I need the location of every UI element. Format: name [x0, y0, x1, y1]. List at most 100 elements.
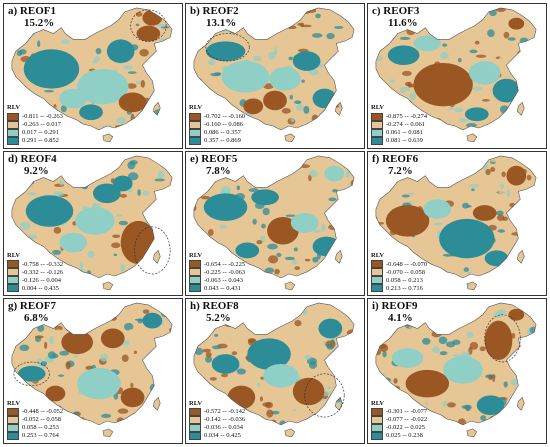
- legend-range-label: -0.654 -- -0.225: [204, 260, 246, 268]
- legend-entry: -0.036 -- 0.034: [189, 424, 245, 432]
- legend-title: RLV: [189, 104, 203, 112]
- legend-range-label: 0.058 -- 0.253: [22, 424, 59, 432]
- legend-range-label: -0.070 -- 0.058: [386, 268, 425, 276]
- legend-entry: 0.291 -- 0.852: [7, 136, 63, 145]
- legend-entry: -0.263 -- 0.017: [7, 120, 63, 129]
- legend-range-label: 0.291 -- 0.852: [22, 136, 59, 144]
- map-panel-reof4: d) REOF4 9.2% RLV -0.758 -- -0.332 -0.332 --…: [3, 150, 183, 297]
- legend-range-label: -0.160 -- 0.086: [204, 120, 243, 128]
- legend-swatch: [189, 276, 201, 285]
- legend-entry: -0.126 -- 0.004: [7, 276, 63, 285]
- legend-entry: -0.301 -- -0.077: [371, 408, 427, 416]
- map-panel-reof7: g) REOF7 6.8% RLV -0.448 -- -0.052 -0.052 --…: [3, 298, 183, 444]
- legend-range-label: -0.875 -- -0.274: [386, 112, 428, 120]
- legend-entry: -0.811 -- -0.263: [7, 112, 63, 121]
- panel-title: f) REOF6: [372, 152, 419, 165]
- panel-title: g) REOF7: [8, 300, 56, 313]
- variance-percent: 7.8%: [206, 164, 231, 177]
- variance-percent: 15.2%: [24, 17, 55, 29]
- legend-entry: -0.022 -- 0.025: [371, 424, 427, 432]
- legend-entry: 0.213 -- 0.716: [371, 284, 427, 293]
- legend-swatch: [189, 416, 201, 424]
- legend-entry: -0.063 -- 0.043: [189, 276, 245, 285]
- legend-swatch: [7, 432, 19, 440]
- variance-percent: 11.6%: [388, 17, 418, 29]
- legend-entry: 0.081 -- 0.639: [371, 136, 427, 145]
- legend-range-label: 0.213 -- 0.716: [386, 284, 423, 292]
- panel-title: e) REOF5: [190, 152, 238, 165]
- china-map: [11, 302, 173, 438]
- legend-range-label: -0.758 -- -0.332: [22, 260, 64, 268]
- legend-range-label: -0.572 -- -0.142: [204, 408, 246, 416]
- legend-swatch: [7, 416, 19, 424]
- china-map: [11, 155, 173, 290]
- legend: RLV -0.702 -- -0.160 -0.160 -- 0.086 0.086 …: [189, 104, 246, 145]
- legend-swatch: [371, 268, 383, 277]
- legend-range-label: -0.142 -- -0.036: [204, 416, 246, 424]
- map-panel-reof1: a) REOF1 15.2% RLV -0.811 -- -0.263 -0.263 -…: [3, 3, 183, 149]
- legend-entry: -0.875 -- -0.274: [371, 112, 428, 121]
- highlight-ellipse: [304, 373, 345, 418]
- legend-swatch: [371, 424, 383, 432]
- legend-range-label: -0.702 -- -0.160: [204, 112, 246, 120]
- legend-entry: -0.142 -- -0.036: [189, 416, 245, 424]
- legend: RLV -0.648 -- -0.070 -0.070 -- 0.058 0.058 …: [371, 252, 428, 293]
- legend-swatch: [189, 284, 201, 293]
- legend-title: RLV: [7, 399, 21, 407]
- legend-swatch: [7, 284, 19, 293]
- legend-entry: -0.274 -- 0.061: [371, 120, 427, 129]
- legend-swatch: [7, 120, 19, 129]
- variance-percent: 9.2%: [24, 164, 49, 177]
- legend-entry: 0.025 -- 0.238: [371, 432, 427, 440]
- legend-swatch: [189, 268, 201, 277]
- legend-title: RLV: [371, 399, 385, 407]
- legend-swatch: [189, 120, 201, 129]
- legend-swatch: [7, 128, 19, 137]
- panel-title: c) REOF3: [372, 5, 420, 17]
- variance-percent: 6.8%: [24, 312, 49, 325]
- legend: RLV -0.758 -- -0.332 -0.332 -- -0.126 -0.12…: [7, 252, 64, 293]
- china-map: [193, 302, 355, 438]
- highlight-ellipse: [130, 9, 167, 42]
- legend: RLV -0.448 -- -0.052 -0.052 -- 0.058 0.058 …: [7, 400, 63, 440]
- panel-title: h) REOF8: [190, 300, 239, 313]
- legend-swatch: [371, 128, 383, 137]
- legend-entry: 0.058 -- 0.213: [371, 276, 427, 285]
- legend-entry: 0.086 -- 0.357: [189, 128, 245, 137]
- legend-swatch: [371, 408, 383, 416]
- variance-percent: 7.2%: [388, 164, 413, 177]
- legend-entry: 0.061 -- 0.081: [371, 128, 427, 137]
- legend-range-label: -0.448 -- -0.052: [22, 408, 64, 416]
- highlight-ellipse: [134, 226, 171, 275]
- legend: RLV -0.811 -- -0.263 -0.263 -- 0.017 0.017 …: [7, 104, 63, 145]
- legend-entry: 0.253 -- 0.764: [7, 432, 63, 440]
- legend-entry: -0.225 -- -0.063: [189, 268, 245, 277]
- legend-swatch: [7, 260, 19, 269]
- china-map: [375, 302, 537, 438]
- china-map: [375, 7, 537, 143]
- legend-swatch: [189, 424, 201, 432]
- legend-title: RLV: [371, 104, 385, 112]
- legend-range-label: -0.301 -- -0.077: [386, 408, 428, 416]
- legend: RLV -0.572 -- -0.142 -0.142 -- -0.036 -0.03…: [189, 400, 245, 440]
- legend-swatch: [189, 408, 201, 416]
- legend-range-label: -0.126 -- 0.004: [22, 276, 61, 284]
- legend-range-label: -0.648 -- -0.070: [386, 260, 428, 268]
- panel-title: b) REOF2: [190, 5, 239, 17]
- legend-entry: 0.357 -- 0.869: [189, 136, 245, 145]
- legend-range-label: 0.081 -- 0.639: [386, 136, 423, 144]
- legend-range-label: 0.058 -- 0.213: [386, 276, 423, 284]
- legend-swatch: [189, 128, 201, 137]
- legend-title: RLV: [189, 251, 203, 259]
- legend-range-label: 0.017 -- 0.291: [22, 128, 59, 136]
- legend-swatch: [371, 432, 383, 440]
- legend-title: RLV: [7, 104, 21, 112]
- china-map: [193, 7, 355, 143]
- variance-percent: 4.1%: [388, 312, 413, 325]
- highlight-ellipse: [13, 361, 50, 387]
- legend: RLV -0.301 -- -0.077 -0.077 -- -0.022 -0.02…: [371, 400, 427, 440]
- legend-range-label: -0.022 -- 0.025: [386, 424, 425, 432]
- legend: RLV -0.875 -- -0.274 -0.274 -- 0.061 0.061 …: [371, 104, 428, 145]
- legend-range-label: -0.274 -- 0.061: [386, 120, 425, 128]
- legend-swatch: [371, 416, 383, 424]
